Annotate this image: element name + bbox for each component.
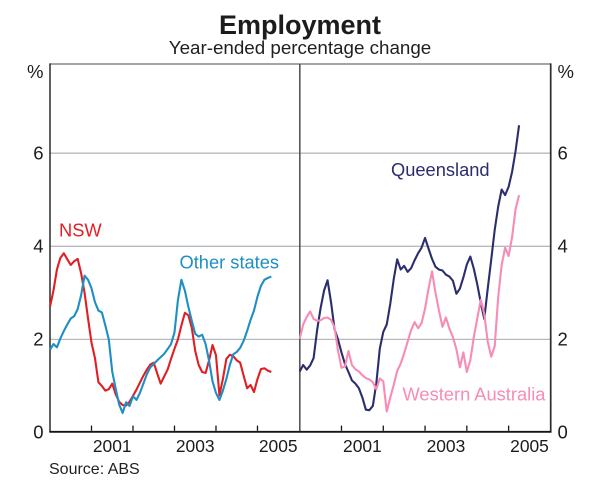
series-western-australia	[298, 194, 521, 413]
y-label-left-6: 6	[33, 143, 43, 164]
y-label-left-2: 2	[33, 329, 43, 350]
x-label-right-2001: 2001	[343, 436, 382, 456]
x-label-left-2001: 2001	[93, 436, 132, 456]
y-unit-left: %	[27, 61, 43, 82]
series-label-queensland: Queensland	[391, 159, 490, 180]
series-label-other-states: Other states	[180, 252, 280, 273]
y-label-right-6: 6	[558, 143, 568, 164]
y-label-left-0: 0	[33, 422, 43, 443]
x-label-left-2005: 2005	[259, 436, 298, 456]
chart-title: Employment	[218, 10, 382, 40]
series-label-nsw: NSW	[59, 220, 102, 241]
series-nsw	[48, 252, 272, 407]
x-label-right-2003: 2003	[427, 436, 466, 456]
source-note: Source: ABS	[49, 461, 140, 478]
y-label-right-4: 4	[558, 236, 568, 257]
x-label-right-2005: 2005	[510, 436, 549, 456]
y-label-right-0: 0	[558, 422, 568, 443]
series-other-states	[49, 274, 272, 415]
series-label-western-australia: Western Australia	[403, 384, 547, 405]
y-unit-right: %	[558, 61, 574, 82]
x-label-left-2003: 2003	[176, 436, 215, 456]
chart-subtitle: Year-ended percentage change	[168, 36, 432, 58]
y-label-left-4: 4	[33, 236, 43, 257]
y-label-right-2: 2	[558, 329, 568, 350]
